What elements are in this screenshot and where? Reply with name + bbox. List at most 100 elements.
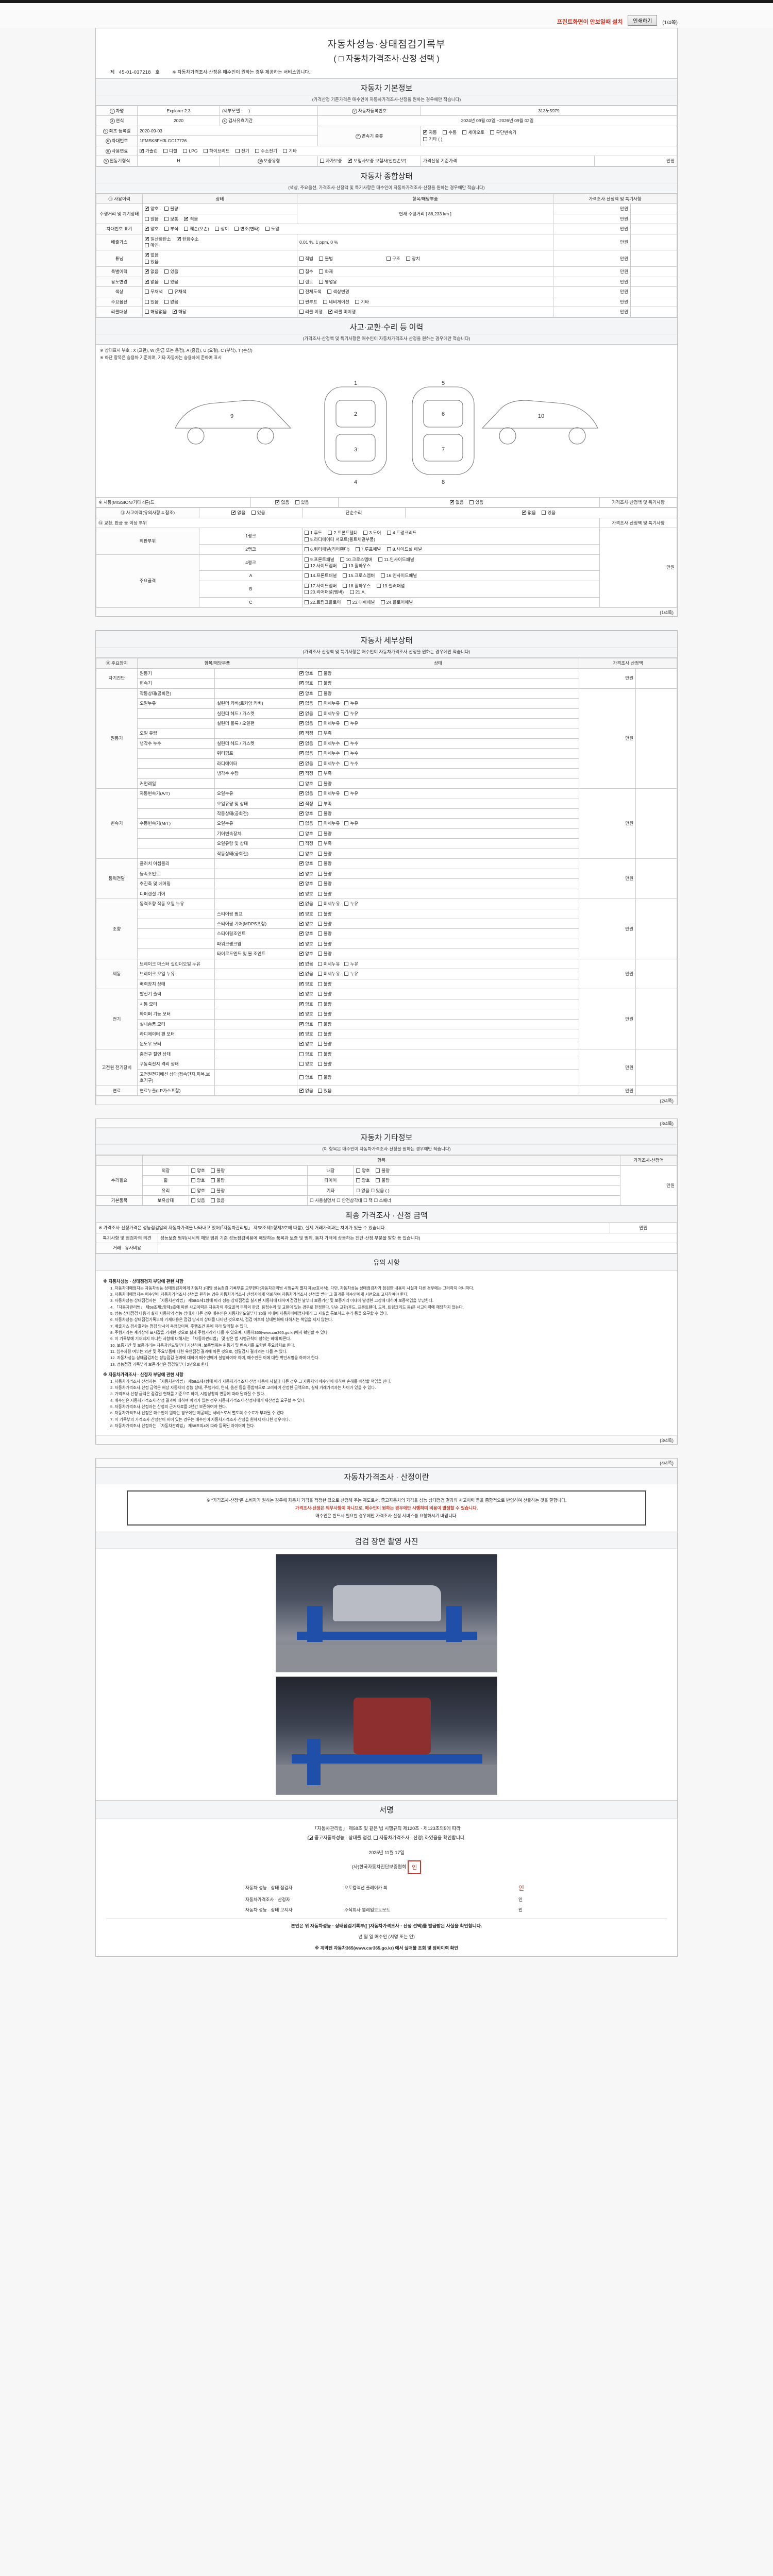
state-option[interactable]: 없음	[299, 700, 313, 706]
state-option[interactable]: 양호	[299, 920, 313, 927]
fuel-opt-diesel[interactable]: 디젤	[163, 148, 177, 154]
detail-state-options[interactable]: 양호 불량	[297, 1048, 579, 1060]
detail-state-options[interactable]: 양호 불량	[297, 989, 579, 999]
detail-state-options[interactable]: 양호 불량	[297, 678, 579, 689]
state-option[interactable]: 양호	[299, 870, 313, 877]
detail-state-options[interactable]: 없음 미세누유 누유	[297, 698, 579, 709]
state-option[interactable]: 양호	[299, 980, 313, 987]
options-yes[interactable]: 있음	[145, 299, 159, 305]
state-option[interactable]: 불량	[317, 941, 332, 947]
detail-state-options[interactable]: 양호 불량	[297, 858, 579, 869]
state-option[interactable]: 양호	[299, 851, 313, 857]
part-inside-panel[interactable]: 11.인사이드패널	[378, 556, 414, 563]
appraiser-value[interactable]	[342, 1895, 515, 1904]
detail-state-options[interactable]: 없음 미세누유 누유	[297, 788, 579, 799]
detail-price-input[interactable]	[635, 899, 677, 959]
option-navigation[interactable]: 네비게이션	[323, 299, 349, 305]
state-option[interactable]: 없음	[299, 750, 313, 756]
usage-none[interactable]: 없음	[145, 278, 159, 285]
exterior-good[interactable]: 양호	[191, 1167, 205, 1174]
partA-cross-member[interactable]: 15.크로스멤버	[342, 572, 375, 579]
detail-price-input[interactable]	[635, 688, 677, 789]
tuning-note[interactable]	[630, 250, 678, 267]
detail-state-options[interactable]: 없음 미세누수 누수	[297, 748, 579, 759]
leak-none-2[interactable]: 없음	[449, 499, 464, 505]
state-option[interactable]: 누유	[344, 790, 358, 796]
state-option[interactable]: 부족	[317, 840, 332, 846]
detail-state-options[interactable]: 양호 불량	[297, 808, 579, 819]
leak-yes-2[interactable]: 있음	[469, 499, 483, 505]
detail-state-options[interactable]: 양호 불량	[297, 1039, 579, 1049]
color-detail[interactable]: 전체도색 색상변경	[297, 286, 553, 297]
state-option[interactable]: 불량	[317, 921, 332, 927]
state-option[interactable]: 불량	[317, 1041, 332, 1047]
part-cross-member[interactable]: 10.크로스멤버	[340, 556, 373, 563]
vin-corroded[interactable]: 부식	[164, 226, 178, 232]
tuning-none[interactable]: 없음	[145, 251, 159, 258]
dealer-cost-value[interactable]	[158, 1243, 677, 1253]
state-option[interactable]: 양호	[299, 1021, 313, 1027]
state-option[interactable]: 없음	[299, 790, 313, 796]
partC-dash-panel[interactable]: 23.대쉬패널	[346, 599, 375, 605]
state-option[interactable]: 없음	[299, 710, 313, 717]
state-option[interactable]: 적정	[299, 800, 313, 807]
rankA-items[interactable]: 14.프론트패널 15.크로스멤버 16.인사이드패널	[302, 570, 600, 581]
state-option[interactable]: 양호	[299, 781, 313, 787]
detail-state-options[interactable]: 없음 미세누유 누유	[297, 958, 579, 970]
detail-state-options[interactable]: 적정 부족	[297, 768, 579, 779]
part-roof-panel[interactable]: 7.루프패널	[355, 546, 381, 552]
detail-state-options[interactable]: 양호 불량	[297, 978, 579, 990]
state-option[interactable]: 누유	[344, 961, 358, 967]
partB-pillar-panel[interactable]: 19.필러패널	[376, 583, 405, 589]
state-option[interactable]: 미세누유	[317, 700, 340, 706]
state-option[interactable]: 없음	[299, 760, 313, 767]
etc-free[interactable]: ☐ 없음 ☐ 있음 ( )	[354, 1185, 620, 1196]
vin-altered[interactable]: 변조(변타)	[234, 226, 260, 232]
detail-price-input[interactable]	[635, 989, 677, 1049]
simple-yes[interactable]: 있음	[542, 510, 556, 516]
state-option[interactable]: 불량	[317, 680, 332, 686]
usage-change-state[interactable]: 없음 있음	[142, 276, 297, 287]
accident-none[interactable]: 없음	[231, 509, 245, 516]
mileage-note[interactable]	[630, 204, 678, 214]
part-radiator-support[interactable]: 5.라디에이터 서포트(볼트체결부품)	[305, 536, 375, 543]
tuning-yes[interactable]: 있음	[145, 259, 159, 265]
partB-a[interactable]: 21.A,	[349, 589, 366, 595]
interior-bad[interactable]: 불량	[376, 1167, 390, 1174]
detail-state-options[interactable]: 양호 불량	[297, 1059, 579, 1070]
trans-opt-semiauto[interactable]: 세미오토	[462, 129, 484, 135]
fuel-opt-hydrogen[interactable]: 수소전기	[255, 148, 277, 154]
detail-price-input[interactable]	[635, 958, 677, 990]
state-option[interactable]: 없음	[299, 1087, 313, 1094]
state-option[interactable]: 불량	[317, 1061, 332, 1067]
holding-no[interactable]: 없음	[211, 1197, 225, 1204]
detail-state-options[interactable]: 없음 미세누수 누수	[297, 758, 579, 769]
tuning-legal[interactable]: 적법	[299, 256, 313, 262]
notifier-value[interactable]: 주식회사 썰레임오토모트	[344, 1907, 391, 1912]
detail-state-options[interactable]: 양호 불량	[297, 948, 579, 959]
detail-state-options[interactable]: 양호 불량	[297, 938, 579, 950]
state-option[interactable]: 양호	[299, 690, 313, 697]
detail-state-options[interactable]: 적정 부족	[297, 798, 579, 809]
state-option[interactable]: 불량	[317, 851, 332, 857]
state-option[interactable]: 없음	[299, 960, 313, 967]
color-changed[interactable]: 색상변경	[327, 289, 349, 295]
part-front-fender[interactable]: 2.프론트휀더	[328, 530, 358, 536]
buyer-sign-line[interactable]: 년 월 일 매수인 (서명 또는 인)	[358, 1934, 415, 1939]
state-option[interactable]: 불량	[317, 1011, 332, 1017]
state-option[interactable]: 미세누수	[317, 750, 340, 756]
options-detail[interactable]: 썬루프 네비게이션 기타	[297, 296, 553, 308]
mileage-good[interactable]: 양호	[145, 205, 159, 212]
special-yes[interactable]: 있음	[164, 268, 178, 275]
mileage-normal[interactable]: 보통	[164, 216, 178, 222]
partC-floor-panel[interactable]: 24.플로어패널	[380, 599, 413, 605]
state-option[interactable]: 미세누수	[317, 740, 340, 747]
part-door[interactable]: 3.도어	[363, 530, 381, 536]
detail-state-options[interactable]: 양호 불량	[297, 878, 579, 889]
partA-front-panel[interactable]: 14.프론트패널	[305, 572, 337, 579]
glass-bad[interactable]: 불량	[211, 1188, 225, 1194]
rankB-items[interactable]: 17.사이드멤버 18.휠하우스 19.필러패널 20.리어패널(멤버) 21.…	[302, 580, 600, 598]
state-option[interactable]: 미세누유	[317, 961, 340, 967]
detail-price-input[interactable]	[635, 788, 677, 859]
state-option[interactable]: 양호	[299, 990, 313, 997]
